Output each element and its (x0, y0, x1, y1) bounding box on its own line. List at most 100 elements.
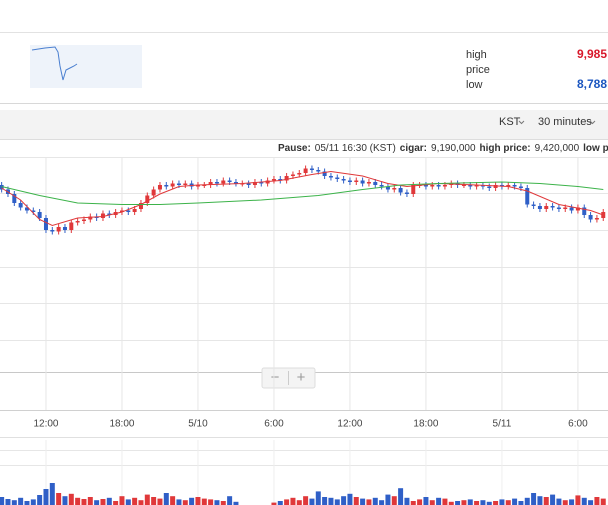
candle-body (442, 185, 447, 187)
candle-body (366, 182, 371, 184)
candle-body (392, 188, 397, 190)
candle-body (379, 185, 384, 187)
volume-bar (531, 493, 537, 505)
volume-bar (106, 497, 112, 505)
candle-body (145, 195, 150, 203)
volume-bar (410, 501, 416, 505)
candle-body (335, 177, 340, 179)
volume-bar (195, 497, 201, 505)
volume-bar (524, 497, 530, 505)
volume-bar (151, 497, 157, 505)
volume-bar (277, 501, 283, 505)
candle-body (214, 182, 219, 184)
candle-body (544, 206, 549, 209)
candle-body (582, 207, 587, 215)
volume-bar (113, 501, 119, 505)
candle-body (12, 194, 17, 203)
toolbar (0, 110, 608, 139)
candle-body (385, 186, 390, 190)
volume-bar (372, 497, 378, 505)
volume-bar (353, 497, 359, 505)
zoom-out-button[interactable]: − (271, 369, 280, 386)
candle-body (100, 213, 105, 218)
candle-body (170, 183, 175, 187)
candle-body (575, 207, 580, 211)
volume-bar (429, 500, 435, 505)
volume-bar (512, 498, 518, 505)
x-tick-label: 18:00 (413, 419, 438, 430)
volume-bar (87, 497, 93, 505)
candle-body (588, 215, 593, 220)
volume-bar (157, 498, 163, 505)
candle-body (556, 207, 561, 209)
volume-bar (448, 501, 454, 505)
chevron (589, 120, 596, 125)
volume-bar (360, 498, 366, 505)
candle-body (537, 206, 542, 209)
volume-bar (442, 498, 448, 505)
volume-bar (391, 496, 397, 505)
volume-bar (56, 493, 62, 505)
candle-body (436, 185, 441, 187)
volume-bar (328, 497, 334, 505)
volume-bar (505, 500, 511, 505)
candle-body (233, 182, 238, 184)
candle-body (563, 207, 568, 209)
volume-bar (132, 497, 138, 505)
volume-bar (18, 497, 24, 505)
timezone-select[interactable]: KST (499, 116, 521, 128)
candle-body (398, 188, 403, 193)
volume-bar (436, 497, 442, 505)
candle-body (347, 180, 352, 182)
candle-body (189, 183, 194, 187)
x-tick-label: 6:00 (568, 419, 588, 430)
candle-body (107, 213, 112, 215)
volume-bar (341, 496, 347, 505)
candle-body (373, 182, 378, 185)
thumbnail[interactable] (30, 45, 142, 88)
volume-bar (334, 499, 340, 505)
candle-body (81, 219, 86, 221)
volume-bar (144, 494, 150, 505)
x-tick-label: 5/11 (493, 419, 512, 430)
volume-bar (315, 491, 321, 505)
volume-bar (189, 497, 195, 505)
candle-body (132, 209, 137, 212)
high-label: high (466, 49, 487, 61)
candle-body (309, 168, 314, 170)
volume-bar (68, 493, 74, 505)
volume-bar (404, 497, 410, 505)
volume-bar (208, 499, 214, 505)
candle-body (278, 179, 283, 181)
volume-bar (37, 495, 43, 505)
candle-body (290, 174, 295, 176)
candle-body (354, 180, 359, 182)
volume-bar (303, 496, 309, 505)
candle-body (164, 185, 169, 187)
volume-bar (81, 499, 87, 505)
candle-body (550, 206, 555, 208)
volume-bar (170, 496, 176, 505)
volume-bar (385, 494, 391, 505)
volume-bar (581, 497, 587, 505)
low-label: low (466, 79, 483, 91)
candle-body (246, 183, 251, 185)
candle-body (183, 183, 188, 185)
volume-bar (290, 497, 296, 505)
thumbnail-line (31, 46, 78, 81)
volume-bar (417, 499, 423, 505)
volume-bar (43, 489, 49, 505)
candle-body (411, 185, 416, 194)
volume-bar (176, 499, 182, 505)
candle-body (88, 216, 93, 220)
candle-body (569, 207, 574, 211)
candle-body (594, 218, 599, 220)
interval-select[interactable]: 30 minutes (538, 116, 592, 128)
volume-bar (309, 498, 315, 505)
candle-body (126, 210, 131, 212)
candle-body (531, 204, 536, 206)
candle-body (468, 185, 473, 187)
zoom-in-button[interactable]: + (297, 369, 306, 386)
candle-body (259, 182, 264, 184)
